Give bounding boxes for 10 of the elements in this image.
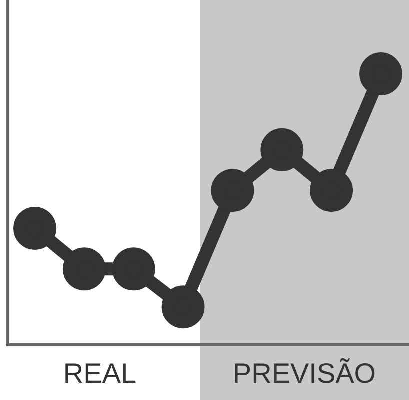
point [360, 52, 402, 96]
point [260, 128, 304, 172]
point [162, 286, 205, 329]
point [310, 169, 354, 212]
point [112, 248, 156, 291]
text: REAL [63, 358, 137, 390]
point [14, 206, 56, 250]
text: PREVISÃO [232, 358, 376, 390]
point [211, 169, 254, 212]
point [62, 248, 106, 291]
